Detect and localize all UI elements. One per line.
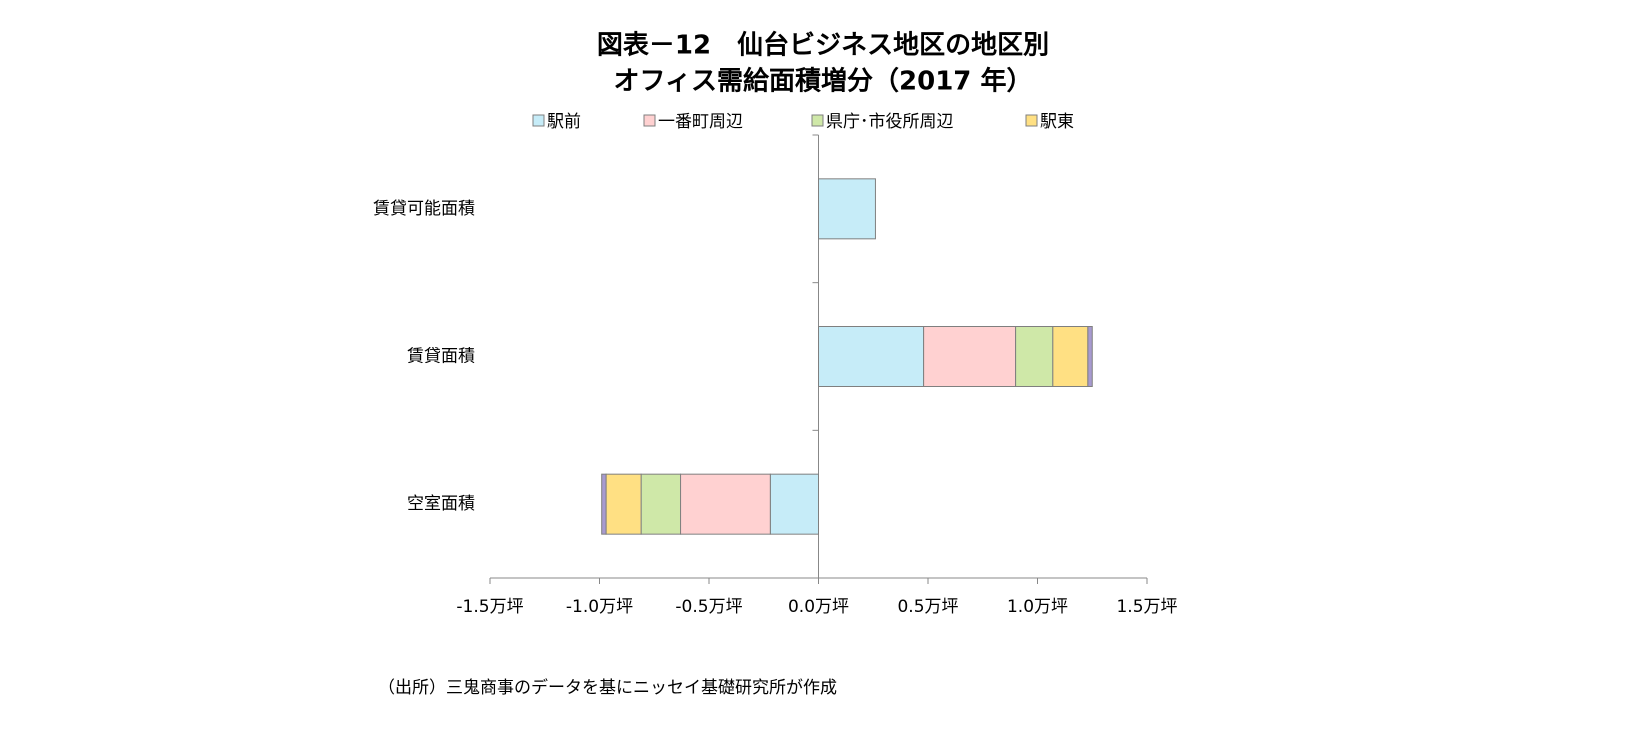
legend-swatch [643,114,656,127]
x-tick-label: -0.5万坪 [675,597,742,617]
bar-segment [1087,326,1093,387]
legend-label: 一番町周辺 [658,112,743,132]
x-tick-label: 0.0万坪 [788,597,849,617]
x-tick-label: 1.0万坪 [1007,597,1068,617]
bar-segment [769,473,820,535]
x-tick-label: 0.5万坪 [897,597,958,617]
chart-title: オフィス需給面積増分（2017 年） [614,66,1033,97]
legend-label: 駅前 [547,112,581,132]
bar-segment [680,473,771,535]
source-note: （出所）三鬼商事のデータを基にニッセイ基礎研究所が作成 [378,677,837,698]
bar-segment [640,473,682,535]
y-tick-label: 賃貸可能面積 [373,199,475,219]
y-tick-label: 空室面積 [407,494,475,514]
bar-segment [605,473,642,535]
x-tick-label: -1.5万坪 [456,597,523,617]
y-tick-label: 賃貸面積 [407,347,475,367]
x-tick-label: 1.5万坪 [1116,597,1177,617]
legend-label: 県庁･市役所周辺 [826,112,954,132]
bar-segment [601,473,607,535]
chart-title: 図表－12 仙台ビジネス地区の地区別 [597,30,1049,61]
legend-swatch [1025,114,1038,127]
bar-segment [818,326,925,387]
legend-label: 駅東 [1040,112,1074,132]
bar-segment [923,326,1017,387]
bar-segment [1052,326,1089,387]
bar-segment [1015,326,1054,387]
bar-segment [818,178,876,240]
legend-swatch [532,114,545,127]
x-tick-label: -1.0万坪 [566,597,633,617]
legend-swatch [811,114,824,127]
